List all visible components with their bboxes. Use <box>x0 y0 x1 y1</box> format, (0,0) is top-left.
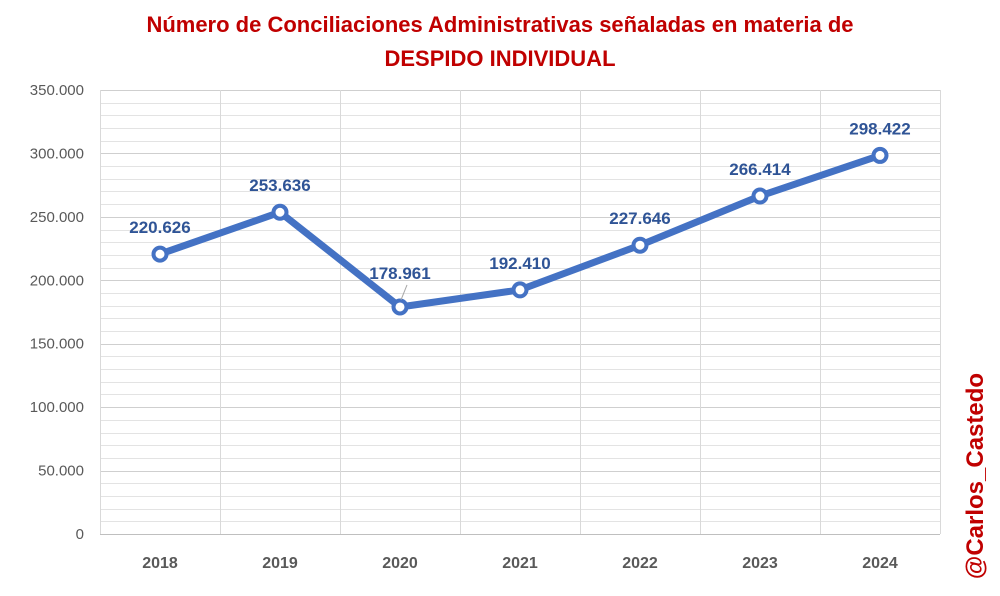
data-point-marker <box>871 146 889 164</box>
data-point-marker <box>511 281 529 299</box>
x-tick-label: 2020 <box>382 555 418 572</box>
data-label: 227.646 <box>609 209 670 228</box>
data-label: 192.410 <box>489 254 550 273</box>
y-tick-label: 200.000 <box>30 272 84 289</box>
x-tick-label: 2022 <box>622 555 658 572</box>
y-tick-label: 50.000 <box>38 463 84 480</box>
x-tick-label: 2023 <box>742 555 778 572</box>
y-tick-label: 100.000 <box>30 399 84 416</box>
chart-title-line-1: Número de Conciliaciones Administrativas… <box>146 12 854 37</box>
data-labels: 220.626 253.636 178.961 192.410 227.646 266.4… <box>129 119 911 301</box>
x-tick-label: 2018 <box>142 555 178 572</box>
data-point-marker <box>151 245 169 263</box>
y-tick-label: 150.000 <box>30 336 84 353</box>
data-label: 253.636 <box>249 176 310 195</box>
data-series <box>151 146 889 316</box>
gridlines <box>100 90 941 535</box>
data-point-marker <box>391 298 409 316</box>
x-tick-label: 2019 <box>262 555 298 572</box>
x-tick-label: 2024 <box>862 555 898 572</box>
chart-title: Número de Conciliaciones Administrativas… <box>0 8 1000 76</box>
y-tick-label: 350.000 <box>30 82 84 99</box>
data-label: 178.961 <box>369 264 430 283</box>
y-tick-label: 300.000 <box>30 145 84 162</box>
y-tick-label: 250.000 <box>30 209 84 226</box>
data-point-marker <box>271 203 289 221</box>
y-axis: 0 50.000 100.000 150.000 200.000 250.000 300.0… <box>30 82 84 543</box>
chart-title-line-2: DESPIDO INDIVIDUAL <box>384 46 616 71</box>
x-tick-label: 2021 <box>502 555 538 572</box>
author-watermark: @Carlos_Castedo <box>962 372 989 580</box>
data-label: 220.626 <box>129 218 190 237</box>
data-point-marker <box>751 187 769 205</box>
data-label: 298.422 <box>849 119 910 138</box>
data-point-marker <box>631 236 649 254</box>
y-tick-label: 0 <box>76 526 84 543</box>
data-label: 266.414 <box>729 160 791 179</box>
x-axis: 2018 2019 2020 2021 2022 2023 2024 <box>142 555 898 572</box>
data-label-leader-line <box>400 284 408 301</box>
